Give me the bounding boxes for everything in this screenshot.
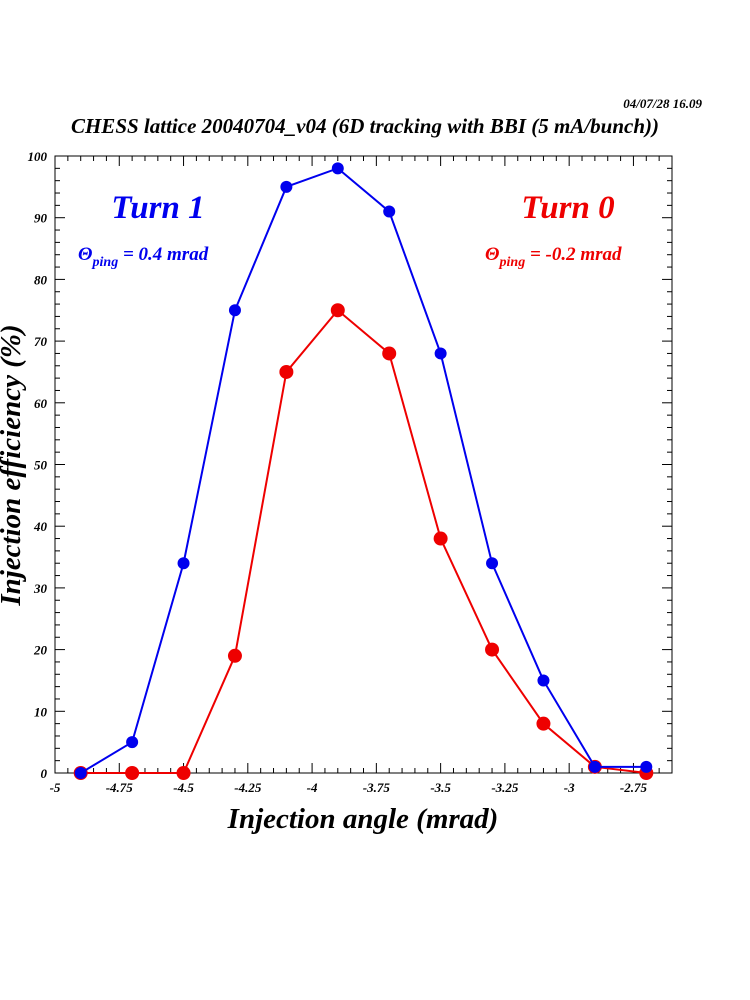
x-tick-label: -3.5 — [430, 780, 451, 795]
data-point-turn-1 — [486, 557, 499, 570]
y-tick-label: 0 — [41, 766, 48, 781]
y-tick-label: 50 — [34, 458, 48, 473]
legend-turn0-theta: Θping = -0.2 mrad — [485, 244, 622, 270]
data-point-turn-0 — [536, 716, 551, 731]
y-tick-label: 100 — [28, 149, 48, 164]
data-point-turn-1 — [331, 162, 344, 175]
data-point-turn-0 — [125, 766, 140, 780]
data-point-turn-1 — [74, 767, 87, 779]
data-point-turn-1 — [640, 760, 653, 773]
x-tick-label: -3.75 — [363, 780, 391, 795]
y-tick-label: 30 — [33, 581, 48, 596]
x-tick-label: -4.25 — [234, 780, 262, 795]
data-point-turn-0 — [279, 364, 294, 379]
data-point-turn-0 — [176, 766, 191, 780]
x-tick-label: -2.75 — [620, 780, 648, 795]
y-tick-label: 60 — [34, 396, 48, 411]
chart-title: CHESS lattice 20040704_v04 (6D tracking … — [71, 114, 659, 138]
series-line-turn-1 — [80, 167, 647, 774]
data-point-turn-0 — [433, 531, 448, 546]
y-tick-label: 40 — [33, 519, 48, 534]
data-point-turn-0 — [227, 648, 242, 663]
x-tick-label: -4.75 — [106, 780, 134, 795]
legend-turn1-theta: Θping = 0.4 mrad — [78, 244, 209, 270]
data-point-turn-0 — [382, 346, 397, 361]
x-tick-label: -5 — [50, 780, 61, 795]
data-point-turn-1 — [126, 736, 139, 749]
data-point-turn-1 — [177, 557, 190, 570]
x-tick-label: -4.5 — [173, 780, 194, 795]
legend-turn0-label: Turn 0 — [521, 190, 614, 226]
y-tick-label: 10 — [34, 704, 48, 719]
data-point-turn-1 — [383, 205, 396, 218]
y-tick-label: 90 — [34, 211, 48, 226]
y-tick-label: 20 — [33, 643, 48, 658]
x-tick-label: -4 — [307, 780, 318, 795]
x-axis-label: Injection angle (mrad) — [227, 803, 499, 835]
y-axis-label: Injection efficiency (%) — [0, 324, 27, 606]
x-tick-label: -3.25 — [491, 780, 519, 795]
data-point-turn-0 — [330, 303, 345, 318]
legend-turn1-label: Turn 1 — [111, 190, 204, 226]
x-tick-label: -3 — [564, 780, 575, 795]
data-point-turn-1 — [228, 304, 241, 317]
data-point-turn-1 — [434, 347, 447, 360]
data-point-turn-1 — [588, 760, 601, 773]
series-line-turn-0 — [80, 308, 647, 774]
timestamp: 04/07/28 16.09 — [623, 96, 702, 111]
data-point-turn-0 — [485, 642, 500, 657]
data-point-turn-1 — [280, 180, 293, 193]
data-point-turn-1 — [537, 674, 550, 687]
y-tick-label: 70 — [34, 334, 48, 349]
y-tick-label: 80 — [34, 272, 48, 287]
